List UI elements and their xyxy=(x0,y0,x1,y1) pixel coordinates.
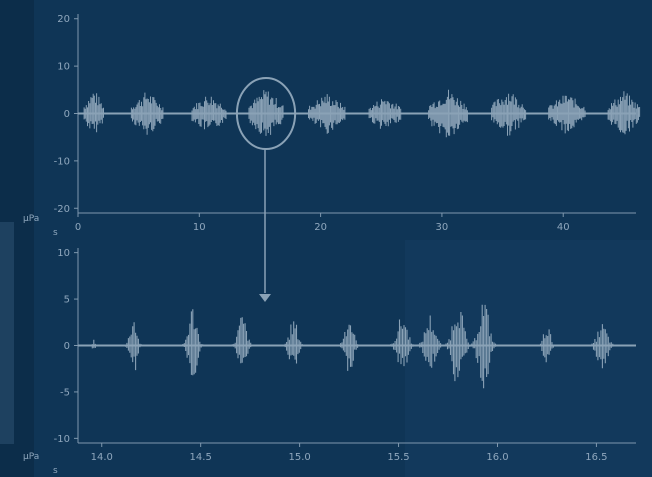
arrow-head-icon xyxy=(259,294,271,302)
top-x-unit-label: s xyxy=(53,228,58,238)
bottom-y-ticks: 10 5 0 -5 -10 xyxy=(54,248,78,445)
y-tick-label: -10 xyxy=(54,434,70,445)
x-tick-label: 15.0 xyxy=(288,452,310,463)
x-tick-label: 14.0 xyxy=(91,452,113,463)
x-tick-label: 20 xyxy=(314,222,327,233)
zoom-connector-arrow xyxy=(259,148,271,302)
y-tick-label: 10 xyxy=(57,62,70,73)
x-tick-label: 0 xyxy=(75,222,81,233)
top-y-unit-label: µPa xyxy=(23,214,39,224)
bottom-y-unit-label: µPa xyxy=(23,452,39,462)
y-tick-label: -5 xyxy=(60,387,70,398)
bottom-x-ticks: 14.0 14.5 15.0 15.5 16.0 16.5 xyxy=(91,443,608,463)
x-tick-label: 15.5 xyxy=(387,452,409,463)
y-tick-label: -10 xyxy=(54,156,70,167)
x-tick-label: 30 xyxy=(436,222,449,233)
detail-waveform-chart: 10 5 0 -5 -10 14.0 14.5 15.0 15.5 16.0 16.5 µPa s xyxy=(23,248,636,476)
bottom-x-unit-label: s xyxy=(53,466,58,476)
x-tick-label: 16.0 xyxy=(486,452,508,463)
y-tick-label: 20 xyxy=(57,14,70,25)
lower-right-panel-shade xyxy=(405,240,652,477)
left-edge-photo-fragment xyxy=(0,222,14,444)
x-tick-label: 14.5 xyxy=(190,452,212,463)
x-tick-label: 10 xyxy=(193,222,206,233)
top-y-ticks: 20 10 0 -10 -20 xyxy=(54,14,78,215)
y-tick-label: 10 xyxy=(57,248,70,259)
zoom-selection-ellipse xyxy=(235,76,297,151)
top-x-ticks: 0 10 20 30 40 xyxy=(75,213,570,233)
y-tick-label: 5 xyxy=(64,295,70,306)
y-tick-label: 0 xyxy=(64,109,70,120)
x-tick-label: 40 xyxy=(557,222,570,233)
x-tick-label: 16.5 xyxy=(585,452,607,463)
y-tick-label: 0 xyxy=(64,341,70,352)
y-tick-label: -20 xyxy=(54,204,70,215)
overview-waveform-chart: 20 10 0 -10 -20 0 10 20 30 40 µPa s xyxy=(23,14,641,238)
